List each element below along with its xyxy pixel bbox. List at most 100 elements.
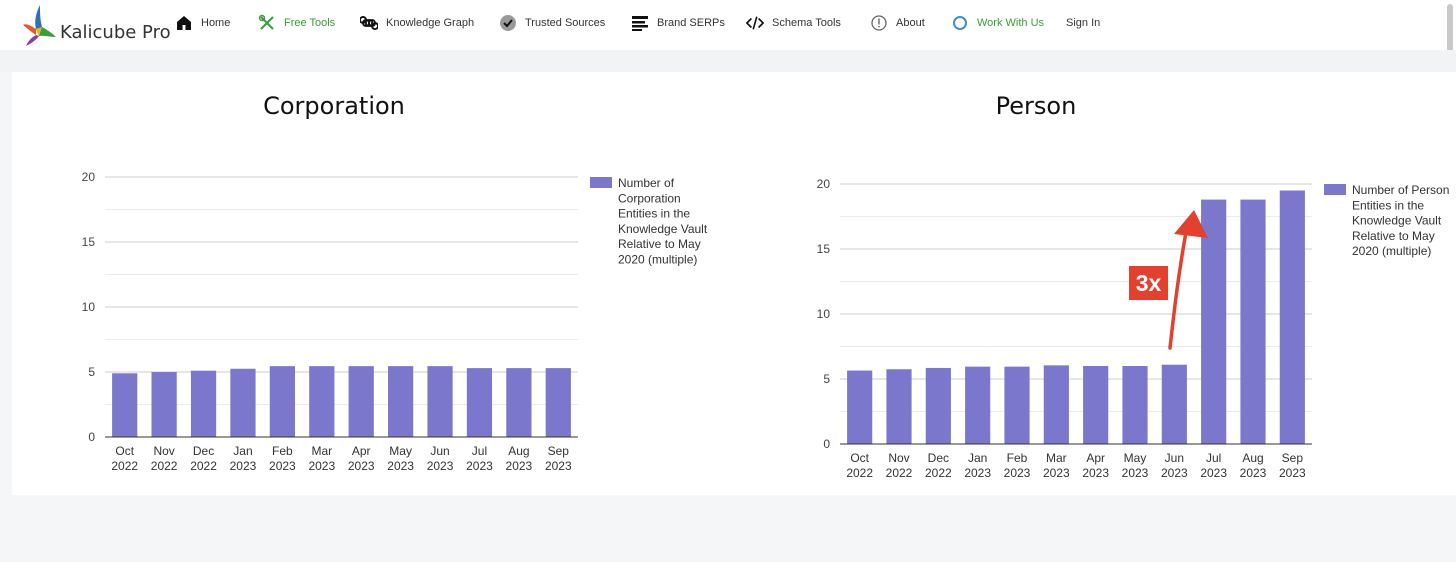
legend-label: Number of Person <box>1352 183 1449 197</box>
nav-sign-in[interactable]: Sign In <box>1066 0 1100 46</box>
bar[interactable] <box>545 368 571 437</box>
x-tick-label: Jul <box>1206 451 1221 465</box>
bar[interactable] <box>269 366 295 437</box>
bar[interactable] <box>1161 364 1187 444</box>
bar[interactable] <box>506 368 532 437</box>
chart-title: Person <box>995 92 1077 120</box>
bar[interactable] <box>230 368 256 437</box>
bar[interactable] <box>190 370 217 437</box>
nav-knowledge-graph[interactable]: Knowledge Graph <box>360 0 474 46</box>
header-band <box>0 50 1456 72</box>
bar[interactable] <box>886 369 912 444</box>
x-tick-label: 2022 <box>886 466 913 480</box>
nav-work-with-us[interactable]: Work With Us <box>951 0 1044 46</box>
bar[interactable] <box>847 370 873 444</box>
annotation-arrow-shaft <box>1168 230 1188 350</box>
x-tick-label: 2022 <box>111 459 138 473</box>
x-tick-label: Feb <box>272 444 293 458</box>
legend-label: Relative to May <box>1352 229 1435 243</box>
x-tick-label: 2023 <box>427 459 454 473</box>
x-tick-label: Mar <box>1046 451 1067 465</box>
bird-logo-icon <box>23 5 56 46</box>
corporation-chart-panel: Corporation 0 5 10 15 20 Oct 2022 Nov 2022 Dec 202… <box>12 72 716 495</box>
bar[interactable] <box>427 366 453 437</box>
annotation-arrow-head <box>1174 210 1208 238</box>
x-tick-label: 2023 <box>1082 466 1109 480</box>
x-tick-label: Oct <box>115 444 134 458</box>
bar[interactable] <box>1083 366 1109 444</box>
y-tick-label: 0 <box>823 437 830 451</box>
legend-label: Relative to May <box>618 237 701 251</box>
circle-icon <box>953 16 967 30</box>
x-tick-label: Nov <box>888 451 909 465</box>
bar[interactable] <box>1240 199 1266 444</box>
y-tick-label: 15 <box>82 235 96 249</box>
bar[interactable] <box>112 373 138 437</box>
x-tick-label: 2023 <box>545 459 572 473</box>
legend-label: 2020 (multiple) <box>618 253 697 267</box>
x-tick-label: 2023 <box>964 466 991 480</box>
brand-name: Kalicube Pro <box>60 21 171 43</box>
y-tick-label: 5 <box>88 365 95 379</box>
code-icon <box>746 16 764 30</box>
list-icon <box>632 16 648 31</box>
bar[interactable] <box>466 368 493 437</box>
x-tick-label: 2023 <box>230 459 257 473</box>
x-tick-label: Apr <box>1086 451 1105 465</box>
x-tick-label: 2022 <box>151 459 178 473</box>
y-tick-label: 5 <box>823 372 830 386</box>
bar[interactable] <box>1122 366 1148 444</box>
x-tick-label: Oct <box>850 451 869 465</box>
x-tick-label: 2023 <box>348 459 375 473</box>
bar[interactable] <box>348 366 374 437</box>
nav-label-sign-in: Sign In <box>1066 17 1101 29</box>
nav-label-free-tools: Free Tools <box>284 17 336 29</box>
nav-brand-serps[interactable]: Brand SERPs <box>631 0 725 46</box>
nav-schema-tools[interactable]: Schema Tools <box>746 0 841 46</box>
x-tick-label: 2023 <box>1279 466 1306 480</box>
x-tick-label: 2023 <box>1122 466 1149 480</box>
x-tick-label: May <box>1124 451 1147 465</box>
x-tick-label: Nov <box>153 444 174 458</box>
legend-label: Entities in the <box>618 207 690 221</box>
y-tick-label: 15 <box>817 242 831 256</box>
scrollbar-thumb[interactable] <box>1447 4 1453 72</box>
top-navbar: Kalicube Pro Home Free Tools Knowledge G… <box>0 0 1456 72</box>
bar[interactable] <box>151 372 177 437</box>
nav-label-brand-serps: Brand SERPs <box>657 17 725 29</box>
x-tick-label: Sep <box>548 444 570 458</box>
brand-logo[interactable]: Kalicube Pro <box>22 0 171 50</box>
legend-swatch <box>590 177 612 188</box>
tools-icon <box>258 14 274 30</box>
y-tick-label: 10 <box>817 307 831 321</box>
bar[interactable] <box>965 366 991 444</box>
nav-home[interactable]: Home <box>175 0 230 46</box>
x-tick-label: Jan <box>968 451 987 465</box>
bar[interactable] <box>1201 199 1227 444</box>
nav-free-tools[interactable]: Free Tools <box>258 0 335 46</box>
legend-label: Knowledge Vault <box>618 222 708 236</box>
check-circle-icon <box>500 15 516 31</box>
x-tick-label: 2022 <box>925 466 952 480</box>
x-tick-label: Mar <box>311 444 332 458</box>
nav-about[interactable]: About <box>870 0 925 46</box>
bar[interactable] <box>1279 190 1305 445</box>
bar[interactable] <box>925 367 951 444</box>
x-tick-label: Dec <box>193 444 214 458</box>
bar[interactable] <box>1043 365 1069 444</box>
bar[interactable] <box>388 366 414 437</box>
info-icon <box>871 15 887 31</box>
x-tick-label: 2022 <box>846 466 873 480</box>
bar[interactable] <box>309 366 335 437</box>
x-tick-label: Dec <box>928 451 949 465</box>
nav-trusted-sources[interactable]: Trusted Sources <box>499 0 605 46</box>
x-tick-label: 2023 <box>1161 466 1188 480</box>
chart-title: Corporation <box>263 92 405 120</box>
command-icon <box>360 16 378 30</box>
legend-label: Corporation <box>618 191 681 205</box>
x-tick-label: May <box>389 444 412 458</box>
person-chart-panel: Person 0 5 10 15 20 Oct 2022 Nov 2022 Dec 2022 Jan 2… <box>716 72 1456 495</box>
nav-label-trusted-sources: Trusted Sources <box>525 17 606 29</box>
bar[interactable] <box>1004 366 1030 444</box>
x-tick-label: Jul <box>472 444 487 458</box>
